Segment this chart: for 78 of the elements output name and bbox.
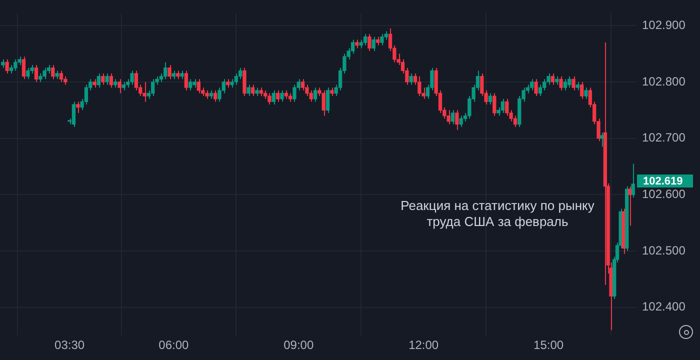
candlestick: [164, 62, 168, 80]
candlestick: [534, 78, 538, 97]
annotation: Реакция на статистику по рынку труда США за февраль: [400, 198, 596, 230]
candlestick: [280, 90, 284, 102]
candlestick: [372, 36, 376, 52]
candlestick: [76, 101, 80, 114]
y-tick-label: 102.500: [642, 243, 686, 258]
candlestick: [5, 58, 9, 74]
candlestick: [380, 34, 384, 46]
candlestick: [418, 76, 422, 97]
candlestick: [368, 34, 372, 52]
x-tick-label: 09:00: [284, 338, 314, 352]
candlestick: [559, 76, 563, 91]
candlestick: [292, 84, 296, 102]
candlestick: [59, 70, 64, 82]
candlestick: [188, 78, 192, 91]
x-tick-label: 12:00: [408, 338, 439, 352]
candlestick: [500, 98, 505, 114]
candlestick: [492, 92, 496, 116]
candlestick: [242, 67, 246, 97]
candlestick: [151, 78, 155, 97]
candlestick: [105, 73, 109, 86]
candlestick: [42, 67, 46, 80]
candlestick: [584, 87, 588, 100]
candlestick: [322, 90, 326, 116]
y-tick-label: 102.700: [642, 130, 686, 145]
candlestick: [34, 64, 38, 82]
candlestick: [118, 78, 122, 94]
candlestick: [196, 78, 200, 94]
candlestick: [446, 110, 450, 125]
candlestick: [530, 78, 534, 91]
candlestick: [51, 64, 55, 80]
candlestick: [326, 87, 330, 114]
candlestick: [96, 73, 101, 88]
candlestick: [550, 73, 555, 86]
candlestick: [142, 81, 146, 102]
candlestick: [450, 110, 455, 125]
candlestick: [72, 101, 76, 128]
candlestick: [276, 90, 280, 102]
candlestick: [214, 90, 218, 102]
text: 102.619: [643, 176, 683, 188]
candlestick: [268, 92, 272, 106]
candlestick: [459, 115, 463, 128]
x-tick-label: 15:00: [534, 338, 564, 352]
candlestick: [250, 84, 255, 97]
candlestick: [168, 64, 172, 80]
candlestick: [600, 132, 604, 148]
candlestick: [234, 73, 238, 86]
candlestick: [568, 76, 572, 88]
candlestick: [101, 73, 105, 86]
candlestick: [572, 76, 576, 91]
candlestick: [300, 78, 305, 91]
candlestick: [563, 78, 568, 91]
candlestick: [272, 90, 276, 106]
x-tick-label: 03:30: [54, 338, 85, 352]
candlestick: [538, 84, 542, 97]
candlestick: [363, 34, 368, 46]
candlestick: [246, 84, 250, 97]
candlestick: [109, 73, 114, 88]
candlestick: [505, 98, 509, 116]
y-tick-label: 102.800: [642, 74, 686, 88]
candlestick: [631, 163, 635, 198]
candlestick: [134, 70, 138, 91]
y-tick-label: 102.900: [642, 18, 686, 32]
candlestick: [488, 92, 492, 106]
candlestick: [409, 73, 413, 86]
candlestick: [130, 70, 134, 86]
y-tick-label: 102.400: [642, 300, 686, 314]
candlestick: [313, 87, 318, 102]
candlestick: [184, 70, 188, 91]
candlestick: [455, 110, 459, 130]
candlestick: [14, 58, 18, 72]
candlestick: [26, 67, 30, 80]
candlestick: [580, 81, 584, 100]
candlestick: [628, 186, 632, 226]
y-tick-label: 102.600: [642, 187, 686, 202]
candlestick: [22, 56, 26, 80]
x-tick-label: 06:00: [158, 338, 190, 352]
